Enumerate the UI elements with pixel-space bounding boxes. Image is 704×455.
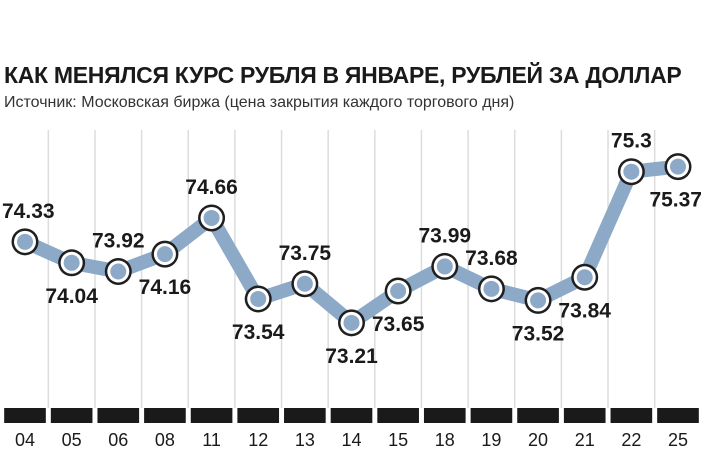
x-tick-label: 15 xyxy=(388,430,408,450)
data-label: 73.21 xyxy=(325,345,378,368)
axis-segment xyxy=(97,408,140,423)
gridlines xyxy=(47,130,656,408)
data-label: 75.3 xyxy=(611,130,652,153)
axis-segment xyxy=(190,408,233,423)
x-tick-label: 11 xyxy=(202,430,221,450)
x-tick-label: 08 xyxy=(155,430,175,450)
data-label: 73.65 xyxy=(372,313,425,336)
x-tick-label: 20 xyxy=(528,430,548,450)
axis-segment xyxy=(610,408,653,423)
axis-segment xyxy=(237,408,280,423)
data-point xyxy=(338,309,365,337)
axis-segment xyxy=(144,408,186,423)
data-point xyxy=(477,275,505,303)
x-tick-label: 19 xyxy=(481,430,501,450)
x-tick-label: 13 xyxy=(295,430,315,450)
axis-segment xyxy=(4,408,46,423)
axis-segment xyxy=(330,408,373,423)
data-label: 74.16 xyxy=(139,276,192,299)
x-tick-label: 12 xyxy=(248,430,268,450)
axis-segment xyxy=(423,408,466,423)
data-label: 73.68 xyxy=(465,247,518,270)
data-label: 75.37 xyxy=(649,189,702,212)
data-label: 74.33 xyxy=(2,200,55,223)
x-tick-label: 14 xyxy=(341,430,361,450)
data-point xyxy=(58,249,86,277)
chart-source: Источник: Московская биржа (цена закрыти… xyxy=(4,94,515,111)
data-point xyxy=(291,270,319,298)
data-point xyxy=(151,240,179,268)
data-point xyxy=(431,252,459,280)
x-tick-label: 06 xyxy=(108,430,128,450)
data-point xyxy=(524,286,552,314)
x-tick-label: 21 xyxy=(575,430,595,450)
data-point xyxy=(384,277,412,305)
axis-segment xyxy=(50,408,93,423)
x-axis: 04 05 06 08 11 12 13 14 15 18 19 20 21 22 25 xyxy=(4,408,699,450)
data-points xyxy=(11,153,692,337)
data-point xyxy=(198,204,226,232)
data-point xyxy=(244,285,272,313)
axis-segment xyxy=(657,408,699,423)
data-label: 73.75 xyxy=(279,242,332,265)
axis-segment xyxy=(377,408,419,423)
data-point xyxy=(571,263,599,291)
chart-title: КАК МЕНЯЛСЯ КУРС РУБЛЯ В ЯНВАРЕ, РУБЛЕЙ … xyxy=(4,62,682,88)
x-tick-label: 18 xyxy=(435,430,455,450)
data-label: 73.54 xyxy=(232,321,285,344)
x-tick-label: 05 xyxy=(62,430,82,450)
data-label: 74.04 xyxy=(45,285,98,308)
data-point xyxy=(11,228,39,256)
axis-segment xyxy=(470,408,513,423)
axis-segment xyxy=(517,408,559,423)
data-label: 73.99 xyxy=(419,224,472,247)
data-label: 73.92 xyxy=(92,229,145,252)
data-label: 74.66 xyxy=(185,176,238,199)
x-tick-label: 25 xyxy=(668,430,688,450)
x-tick-label: 04 xyxy=(15,430,35,450)
axis-segment xyxy=(563,408,606,423)
data-label: 73.84 xyxy=(558,299,611,322)
axis-segment xyxy=(284,408,326,423)
data-label: 73.52 xyxy=(512,322,565,345)
data-point xyxy=(104,257,132,285)
data-point xyxy=(617,158,645,186)
data-point xyxy=(664,153,692,181)
x-tick-label: 22 xyxy=(621,430,641,450)
data-labels: 74.33 74.04 73.92 74.16 74.66 73.54 73.75 73.21… xyxy=(2,130,702,368)
